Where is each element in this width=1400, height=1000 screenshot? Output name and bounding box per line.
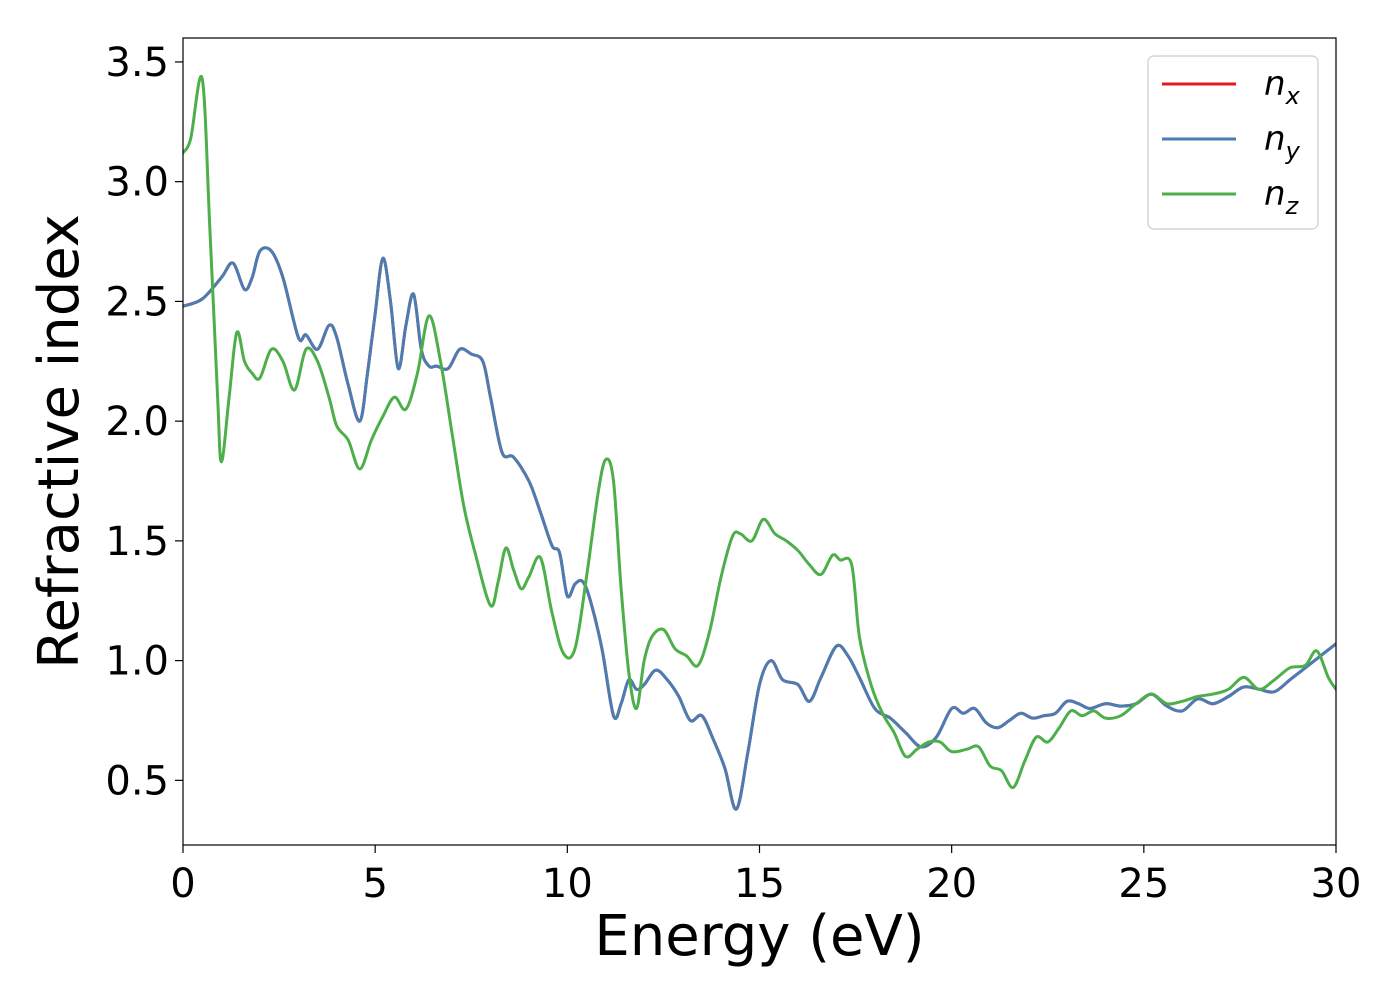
legend: nx ny nz: [1147, 55, 1319, 230]
y-tick-label: 1.0: [105, 639, 169, 685]
series-line-ny: [183, 246, 1336, 811]
series-line-nz: [183, 74, 1336, 790]
x-tick-label: 5: [362, 861, 387, 907]
y-tick-label: 2.0: [105, 399, 169, 445]
x-tick-label: 10: [542, 861, 593, 907]
y-tick-label: 3.0: [105, 160, 169, 206]
legend-label-nx: nx: [1264, 64, 1301, 110]
x-tick-label: 25: [1118, 861, 1169, 907]
x-tick-label: 30: [1311, 861, 1362, 907]
legend-label-ny: ny: [1264, 119, 1301, 165]
x-axis-title: Energy (eV): [594, 904, 924, 969]
series-layer: [183, 74, 1336, 811]
legend-label-nz: nz: [1264, 174, 1300, 220]
y-axis: 0.5 1.0 1.5 2.0 2.5 3.0 3.5: [105, 40, 183, 804]
y-axis-title: Refractive index: [27, 214, 92, 669]
y-tick-label: 3.5: [105, 40, 169, 86]
legend-box: [1147, 55, 1319, 230]
y-tick-label: 2.5: [105, 279, 169, 325]
y-tick-label: 0.5: [105, 758, 169, 804]
x-axis: 0 5 10 15 20 25 30: [170, 845, 1361, 907]
y-tick-label: 1.5: [105, 519, 169, 565]
x-tick-label: 15: [734, 861, 785, 907]
x-tick-label: 20: [926, 861, 977, 907]
x-tick-label: 0: [170, 861, 195, 907]
